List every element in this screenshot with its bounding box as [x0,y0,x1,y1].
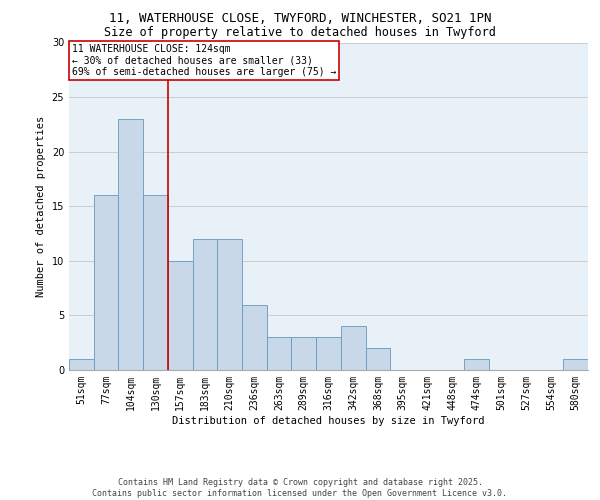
Bar [168,261,193,370]
Bar [563,359,588,370]
Bar [242,304,267,370]
Bar [143,196,168,370]
Bar [365,348,390,370]
Text: 11, WATERHOUSE CLOSE, TWYFORD, WINCHESTER, SO21 1PN: 11, WATERHOUSE CLOSE, TWYFORD, WINCHESTE… [109,12,491,26]
Bar [69,359,94,370]
Text: Size of property relative to detached houses in Twyford: Size of property relative to detached ho… [104,26,496,39]
Y-axis label: Number of detached properties: Number of detached properties [36,116,46,297]
Bar [292,337,316,370]
Text: Contains HM Land Registry data © Crown copyright and database right 2025.
Contai: Contains HM Land Registry data © Crown c… [92,478,508,498]
Bar [341,326,365,370]
Bar [118,119,143,370]
Bar [94,196,118,370]
Bar [217,239,242,370]
Bar [267,337,292,370]
Text: 11 WATERHOUSE CLOSE: 124sqm
← 30% of detached houses are smaller (33)
69% of sem: 11 WATERHOUSE CLOSE: 124sqm ← 30% of det… [71,44,336,78]
X-axis label: Distribution of detached houses by size in Twyford: Distribution of detached houses by size … [172,416,485,426]
Bar [193,239,217,370]
Bar [316,337,341,370]
Bar [464,359,489,370]
